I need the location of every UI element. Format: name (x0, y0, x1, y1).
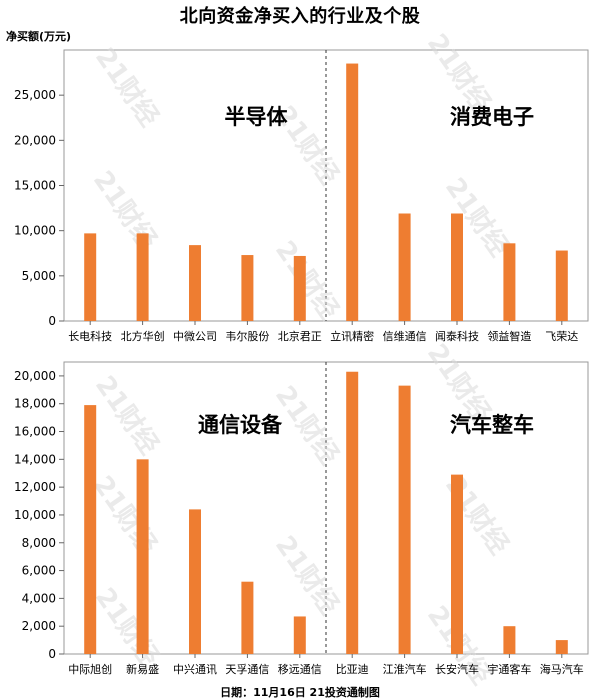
category-label: 飞荣达 (545, 330, 578, 343)
category-label: 韦尔股份 (225, 330, 269, 343)
bar (84, 233, 97, 321)
y-axis-unit-label: 净买额(万元) (6, 30, 72, 43)
y-tick-label: 4,000 (22, 591, 56, 605)
group-label: 消费电子 (450, 105, 534, 129)
y-tick-label: 20,000 (14, 133, 56, 147)
category-label: 江淮汽车 (383, 662, 427, 676)
bar (136, 459, 149, 654)
watermark: 21财经 (87, 470, 163, 560)
group-label: 汽车整车 (450, 413, 534, 437)
y-tick-label: 10,000 (14, 508, 56, 522)
bar (346, 63, 359, 322)
category-label: 天孚通信 (225, 663, 269, 676)
watermark: 21财经 (269, 530, 345, 620)
watermark: 21财经 (87, 165, 163, 255)
y-tick-label: 15,000 (14, 179, 56, 193)
bar (398, 385, 411, 654)
category-label: 长电科技 (68, 329, 112, 343)
category-label: 移远通信 (278, 663, 322, 676)
chart-title: 北向资金净买入的行业及个股 (179, 6, 421, 27)
bar (555, 250, 568, 321)
y-tick-label: 18,000 (14, 397, 56, 411)
bar (555, 640, 568, 654)
watermark: 21财经 (89, 42, 165, 132)
category-label: 新易盛 (126, 662, 159, 676)
bar (451, 474, 463, 654)
watermark: 21财经 (89, 582, 165, 672)
category-label: 中兴通讯 (173, 663, 217, 676)
bar (451, 213, 463, 321)
y-tick-label: 2,000 (22, 619, 56, 633)
bar (136, 233, 149, 321)
category-label: 海马汽车 (540, 662, 584, 676)
y-tick-label: 0 (48, 314, 56, 328)
watermark: 21财经 (269, 235, 345, 325)
y-tick-label: 20,000 (14, 369, 56, 383)
y-tick-label: 0 (48, 647, 56, 661)
category-label: 立讯精密 (330, 329, 374, 343)
y-tick-label: 25,000 (14, 88, 56, 102)
footer-note: 日期：11月16日 21投资通制图 (220, 686, 380, 699)
y-tick-label: 12,000 (14, 480, 56, 494)
bar (293, 616, 306, 654)
bar (241, 581, 254, 654)
bar (503, 626, 516, 654)
bar (241, 255, 254, 321)
bar (503, 243, 516, 321)
category-label: 长安汽车 (435, 662, 479, 676)
y-tick-label: 14,000 (14, 452, 56, 466)
bar (398, 213, 411, 321)
category-label: 宇通客车 (487, 662, 531, 676)
y-tick-label: 16,000 (14, 425, 56, 439)
bar (189, 509, 201, 654)
category-label: 信维通信 (383, 330, 427, 343)
bar (346, 371, 359, 654)
watermark: 21财经 (89, 370, 165, 460)
y-tick-label: 5,000 (22, 269, 56, 283)
category-label: 北方华创 (121, 329, 165, 343)
category-label: 北京君正 (278, 329, 322, 343)
y-tick-label: 10,000 (14, 224, 56, 238)
bar (293, 255, 306, 321)
category-label: 领益智造 (487, 329, 531, 343)
category-label: 中微公司 (173, 329, 217, 343)
group-label: 半导体 (225, 105, 289, 129)
category-label: 比亚迪 (336, 663, 369, 676)
bar (189, 245, 201, 321)
y-tick-label: 8,000 (22, 536, 56, 550)
category-label: 中际旭创 (68, 662, 112, 676)
category-label: 闻泰科技 (435, 329, 479, 343)
watermark: 21财经 (439, 470, 515, 560)
y-tick-label: 6,000 (22, 564, 56, 578)
bar (84, 405, 97, 654)
group-label: 通信设备 (198, 413, 283, 437)
